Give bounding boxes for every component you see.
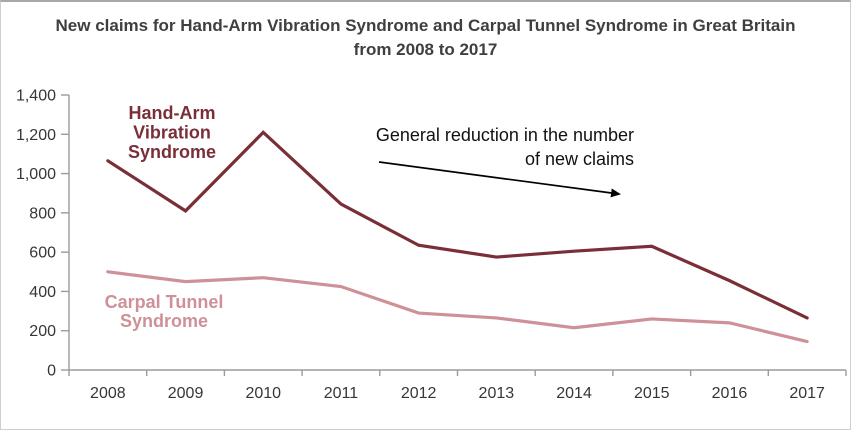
annotation-text: General reduction in the number of new cl… <box>376 125 634 169</box>
y-tick-label: 0 <box>47 363 56 380</box>
y-tick-label: 200 <box>29 323 56 340</box>
x-tick-label: 2009 <box>168 385 204 402</box>
y-tick-label: 1,400 <box>16 88 56 105</box>
x-tick-label: 2014 <box>556 385 592 402</box>
x-tick-label: 2015 <box>634 385 670 402</box>
chart-title-line1: New claims for Hand-Arm Vibration Syndro… <box>55 16 796 35</box>
y-tick-label: 600 <box>29 245 56 262</box>
y-tick-label: 800 <box>29 205 56 222</box>
x-tick-label: 2008 <box>90 385 126 402</box>
havs-series-label: Hand-Arm Vibration Syndrome <box>128 103 216 162</box>
annotation-arrow <box>378 161 621 198</box>
x-tick-label: 2013 <box>479 385 515 402</box>
cts-line <box>106 270 809 344</box>
x-tick-label: 2012 <box>401 385 437 402</box>
x-tick-label: 2010 <box>245 385 281 402</box>
cts-series-label: Carpal Tunnel Syndrome <box>105 292 224 331</box>
chart-title-line2: from 2008 to 2017 <box>353 40 498 59</box>
chart-title: New claims for Hand-Arm Vibration Syndro… <box>1 14 850 62</box>
x-tick-label: 2016 <box>712 385 748 402</box>
havs-line <box>106 130 809 320</box>
y-tick-label: 1,000 <box>16 166 56 183</box>
x-tick-label: 2011 <box>324 385 359 402</box>
y-tick-label: 1,200 <box>16 127 56 144</box>
x-tick-label: 2017 <box>789 385 825 402</box>
y-tick-label: 400 <box>29 284 56 301</box>
